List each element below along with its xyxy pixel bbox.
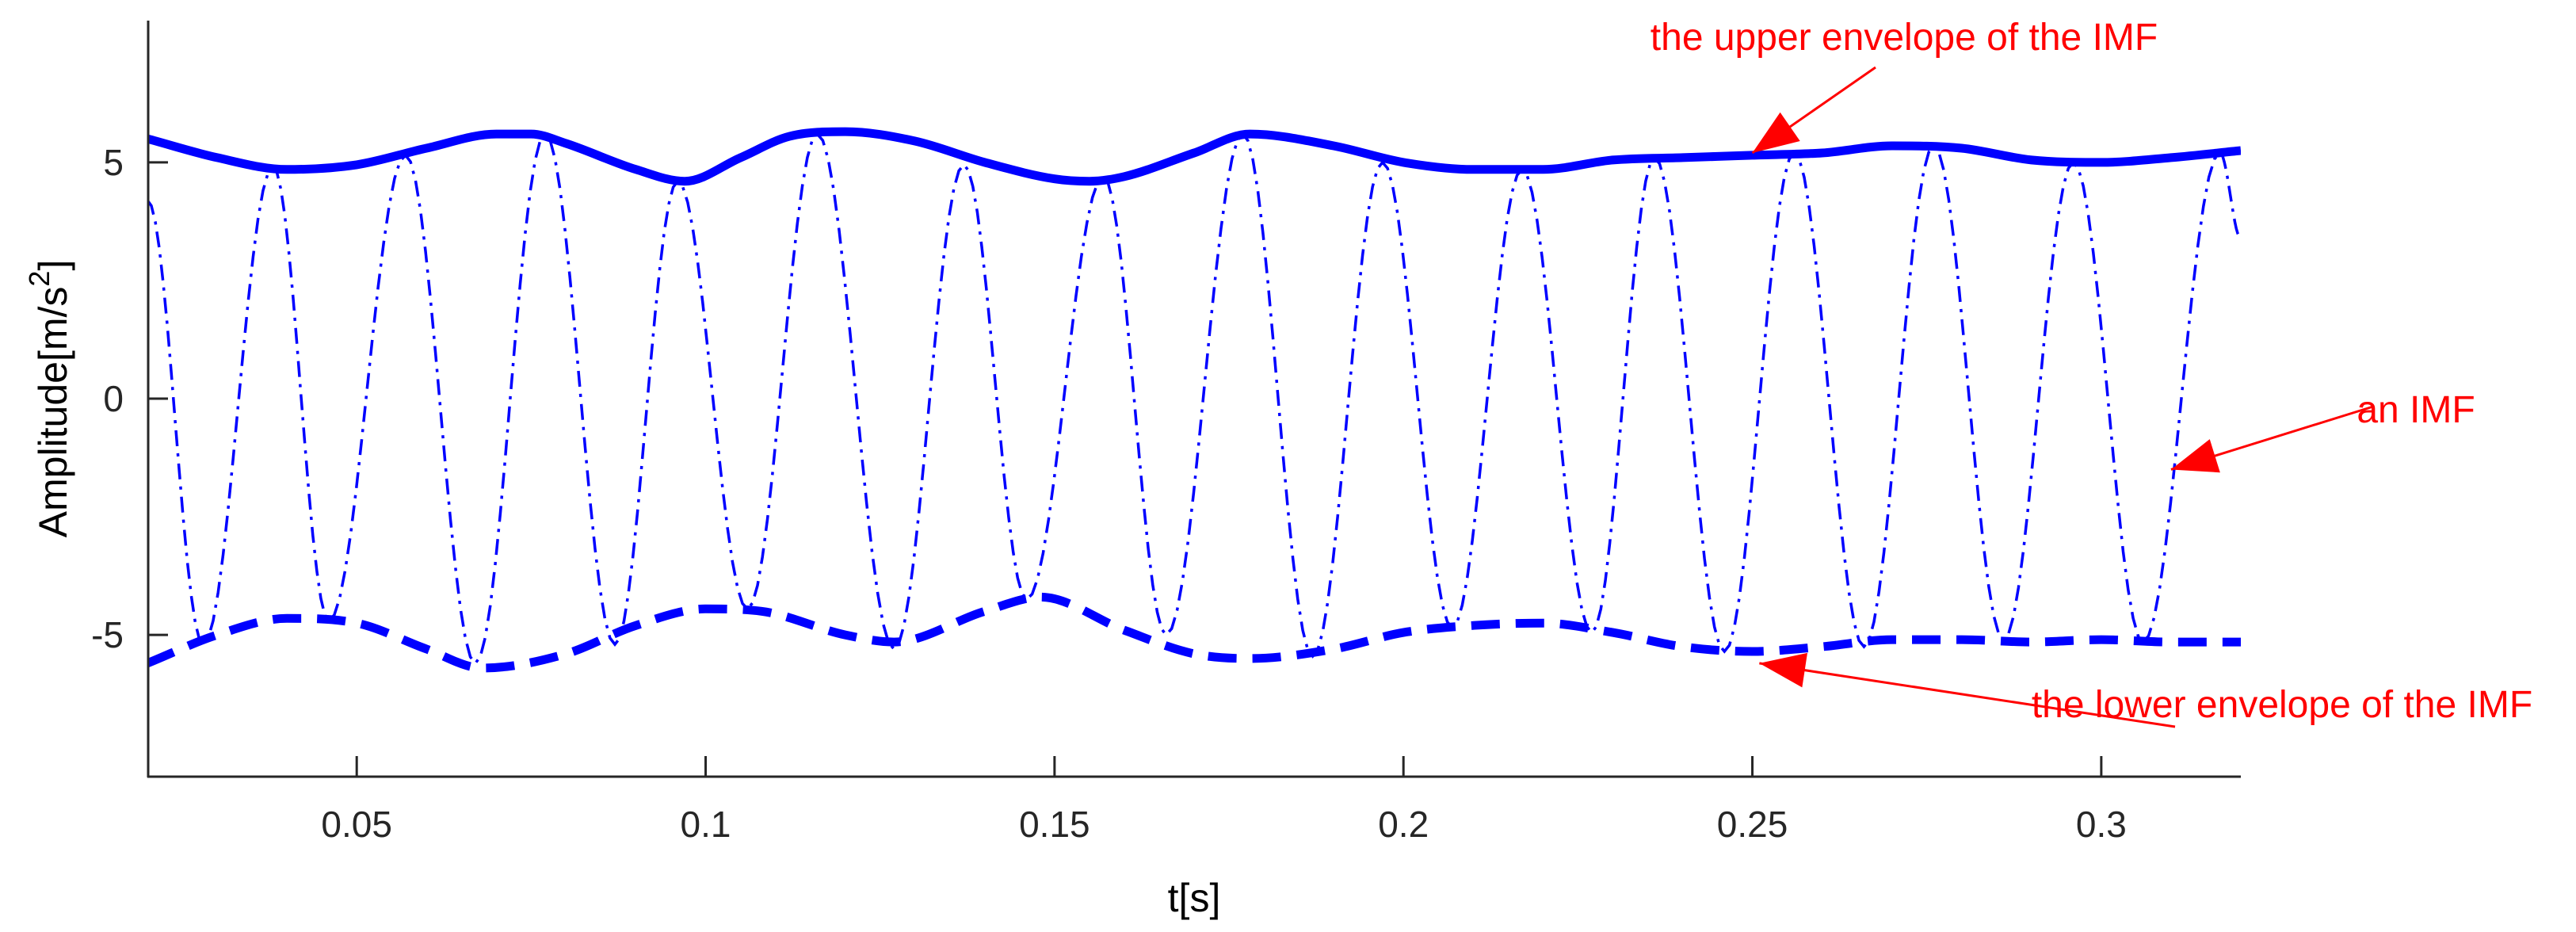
annotation-text: the lower envelope of the IMF — [2032, 684, 2532, 726]
annotation-arrowhead — [2170, 439, 2220, 473]
series-layer — [147, 127, 2241, 673]
x-tick-label: 0.2 — [1378, 804, 1429, 845]
y-axis-label: Amplitude[m/s2] — [23, 260, 75, 538]
upper-envelope-line — [147, 127, 2241, 186]
x-tick-label: 0.15 — [1019, 804, 1090, 845]
lower-envelope-line — [147, 592, 2241, 673]
annotations: the upper envelope of the IMF an IMF the l… — [1651, 17, 2532, 728]
x-tick-label: 0.1 — [681, 804, 731, 845]
x-tick-label: 0.25 — [1717, 804, 1788, 845]
x-ticks: 0.05 0.1 0.15 0.2 0.25 0.3 — [321, 756, 2127, 845]
annotation-text: an IMF — [2357, 389, 2475, 431]
y-ticks: -5 0 5 — [91, 142, 168, 655]
x-tick-label: 0.05 — [321, 804, 392, 845]
annotation-text: the upper envelope of the IMF — [1651, 17, 2158, 59]
y-tick-label: 5 — [103, 142, 124, 183]
y-tick-label: 0 — [103, 378, 124, 419]
y-tick-label: -5 — [91, 614, 124, 655]
x-axis-label: t[s] — [1168, 876, 1221, 920]
y-axis-label-base: Amplitude[m/s — [31, 287, 75, 538]
annotation-arrowhead — [1759, 652, 1807, 688]
annotation-arrow-line — [1759, 662, 2176, 728]
x-tick-label: 0.3 — [2076, 804, 2127, 845]
y-axis-label-end: ] — [31, 260, 75, 271]
y-axis-label-superscript: 2 — [23, 271, 55, 287]
annotation-arrowhead — [1752, 112, 1800, 153]
